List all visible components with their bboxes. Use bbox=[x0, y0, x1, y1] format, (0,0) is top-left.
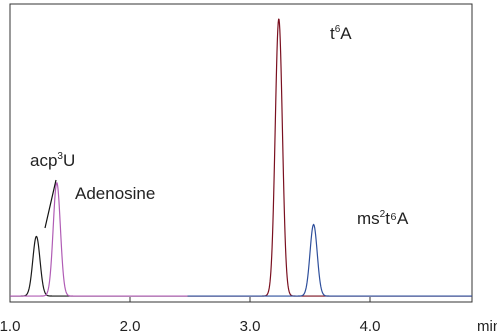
peak-label-adenosine: Adenosine bbox=[75, 184, 155, 203]
acp3u-leader-line bbox=[44, 179, 57, 229]
x-axis-ticks: 1.0 2.0 3.0 4.0 min bbox=[0, 297, 497, 335]
trace-t6a bbox=[187, 18, 472, 297]
trace-acp3u bbox=[10, 235, 188, 297]
peak-label-t6a: t6A bbox=[330, 24, 352, 43]
x-axis-unit-label: min bbox=[477, 318, 497, 335]
peak-label-ms2t6a: ms2t⁶A bbox=[357, 209, 409, 228]
peak-label-acp3u: acp3U bbox=[30, 151, 75, 170]
x-tick-label: 2.0 bbox=[120, 318, 141, 335]
x-tick-label: 4.0 bbox=[360, 318, 381, 335]
x-tick-label: 1.0 bbox=[0, 318, 20, 335]
plot-frame bbox=[9, 3, 473, 303]
x-tick-label: 3.0 bbox=[240, 318, 261, 335]
chromatogram-traces bbox=[10, 18, 472, 297]
trace-ms2t6a bbox=[187, 223, 472, 297]
trace-adenosine bbox=[10, 182, 188, 297]
